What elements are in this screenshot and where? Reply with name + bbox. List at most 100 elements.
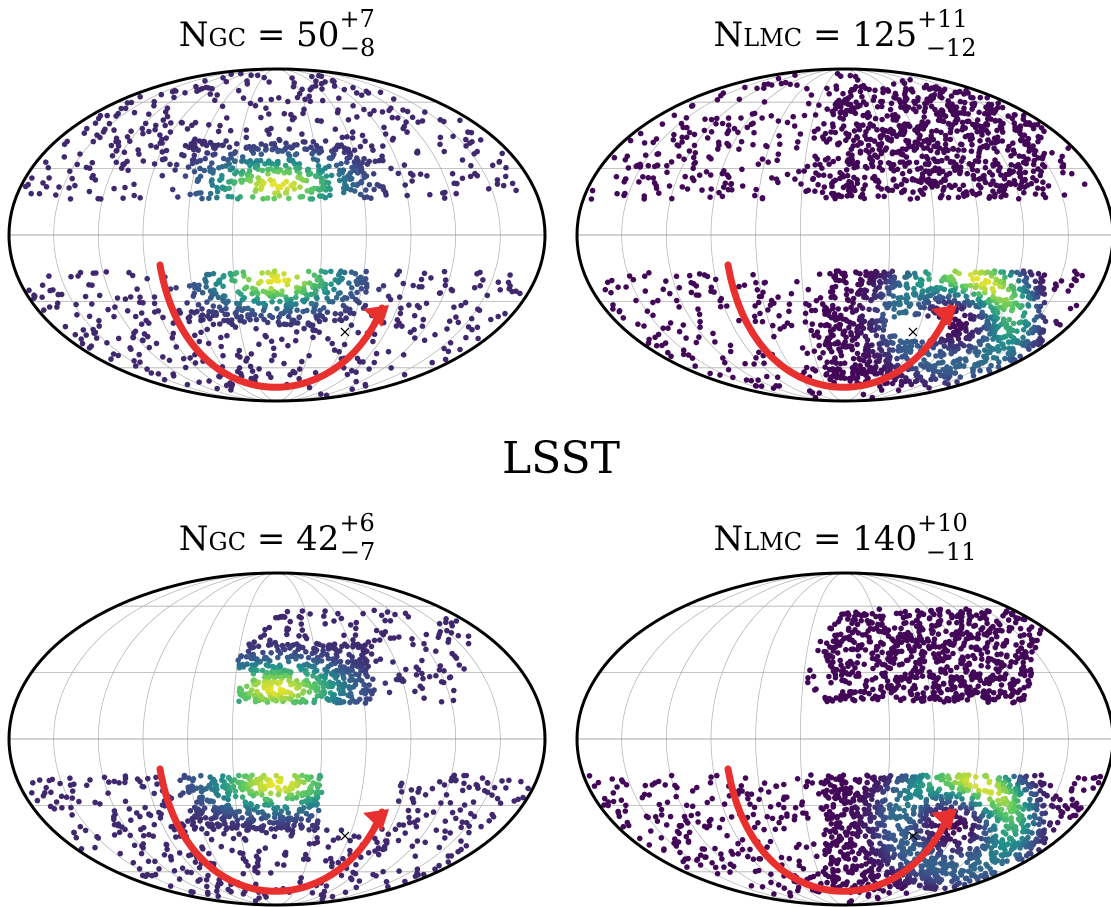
star-point	[719, 120, 726, 127]
star-point	[488, 316, 494, 323]
star-point	[404, 129, 410, 135]
star-point	[702, 116, 708, 122]
star-point	[1021, 270, 1027, 277]
star-point	[806, 388, 813, 394]
star-point	[961, 99, 968, 106]
star-point	[731, 125, 738, 132]
star-point	[270, 345, 277, 352]
star-point	[413, 672, 420, 678]
star-point	[275, 791, 282, 798]
star-point	[925, 156, 931, 162]
star-point	[309, 150, 315, 157]
star-point	[793, 145, 800, 151]
star-point	[308, 300, 315, 307]
star-point	[146, 344, 153, 351]
star-point	[931, 286, 937, 292]
star-point	[849, 309, 856, 315]
star-point	[282, 162, 289, 169]
star-point	[872, 306, 878, 313]
star-point	[309, 650, 316, 657]
star-point	[207, 91, 214, 97]
star-point	[138, 321, 145, 327]
star-point	[199, 826, 205, 832]
star-point	[281, 321, 287, 327]
star-point	[401, 162, 408, 168]
star-point	[940, 372, 946, 379]
star-point	[653, 342, 660, 349]
star-point	[133, 810, 140, 816]
star-point	[877, 159, 884, 166]
star-point	[988, 116, 994, 122]
star-point	[385, 831, 392, 837]
star-point	[427, 191, 433, 198]
star-point	[1022, 321, 1029, 327]
star-point	[116, 780, 122, 786]
star-point	[786, 308, 792, 315]
star-point	[328, 268, 334, 275]
star-point	[423, 646, 429, 653]
star-point	[911, 285, 917, 292]
star-point	[380, 157, 386, 164]
star-point	[888, 100, 895, 107]
star-point	[240, 177, 246, 184]
star-point	[1035, 270, 1042, 277]
star-point	[979, 281, 985, 287]
star-point	[458, 838, 464, 844]
star-point	[188, 309, 195, 315]
star-point	[209, 780, 215, 786]
star-point	[187, 191, 193, 198]
star-point	[378, 612, 385, 619]
star-point	[503, 164, 509, 171]
star-point	[525, 785, 531, 792]
panel-top-right: NLMC = 125+11 −12 ×	[575, 5, 1111, 403]
star-point	[186, 283, 193, 289]
star-point	[857, 150, 864, 156]
star-point	[357, 143, 364, 150]
star-point	[1060, 163, 1067, 170]
star-point	[122, 296, 129, 302]
star-point	[210, 152, 216, 158]
star-point	[973, 327, 980, 333]
star-point	[693, 283, 700, 289]
sky-map-top-left: ×	[7, 67, 547, 403]
star-point	[824, 359, 830, 365]
star-point	[259, 784, 265, 790]
star-point	[46, 304, 53, 310]
star-point	[741, 282, 748, 288]
star-point	[855, 323, 861, 330]
star-point	[314, 781, 320, 788]
star-point	[249, 285, 256, 292]
star-point	[999, 104, 1006, 111]
star-point	[344, 185, 350, 192]
star-point	[981, 110, 988, 117]
star-point	[1024, 338, 1031, 345]
star-point	[973, 362, 979, 369]
star-point	[850, 355, 857, 362]
star-point	[240, 870, 247, 877]
star-point	[290, 699, 297, 705]
star-point	[259, 792, 265, 798]
star-point	[954, 128, 960, 134]
star-point	[155, 371, 162, 377]
star-point	[160, 354, 166, 360]
star-point	[319, 86, 325, 92]
star-point	[986, 101, 992, 108]
star-point	[228, 888, 234, 895]
star-point	[1009, 115, 1016, 122]
star-point	[115, 352, 121, 359]
star-point	[1071, 276, 1078, 282]
star-point	[444, 627, 450, 634]
star-point	[808, 92, 815, 98]
star-point	[671, 131, 677, 138]
star-point	[268, 357, 275, 364]
star-point	[725, 366, 732, 373]
star-point	[332, 126, 339, 132]
star-point	[69, 175, 75, 182]
star-point	[724, 130, 730, 137]
star-point	[410, 282, 416, 289]
star-point	[151, 821, 158, 828]
star-point	[323, 173, 330, 179]
star-point	[214, 385, 220, 392]
star-point	[891, 314, 898, 320]
star-point	[442, 277, 449, 283]
